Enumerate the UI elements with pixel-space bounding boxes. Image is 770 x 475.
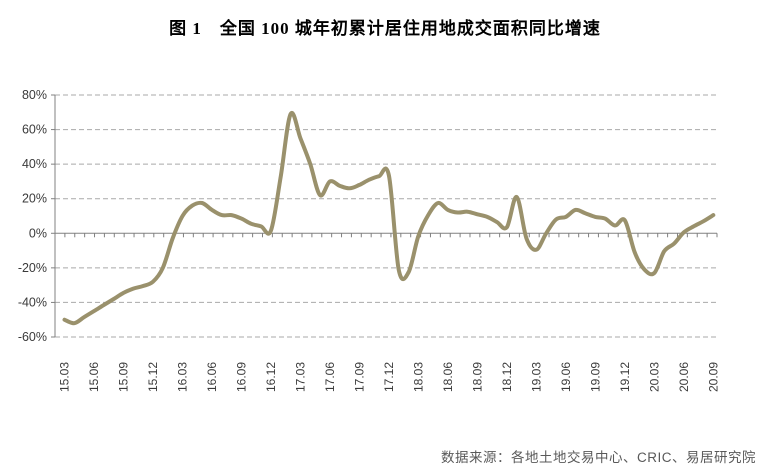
x-axis-label: 17.09: [352, 362, 366, 392]
line-chart: 80% 60% 40% 20% 0% -20% -40% -60% 15.03 15.06 15.0…: [18, 88, 720, 392]
y-axis-label: -20%: [18, 261, 47, 275]
x-axis-label: 19.12: [618, 362, 632, 392]
y-axis-label: -40%: [18, 295, 47, 309]
y-axis-label: 0%: [29, 226, 47, 240]
data-source-note: 数据来源：各地土地交易中心、CRIC、易居研究院: [441, 450, 756, 465]
x-axis-label: 17.12: [382, 362, 396, 392]
x-axis-label: 17.03: [293, 362, 307, 392]
y-axis-label: 40%: [22, 157, 47, 171]
y-axis-label: 80%: [22, 88, 47, 102]
x-axis-label: 16.03: [175, 362, 189, 392]
chart-title: 图 1 全国 100 城年初累计居住用地成交面积同比增速: [169, 19, 601, 38]
x-axis-label: 20.06: [677, 362, 691, 392]
x-axis-label: 19.09: [588, 362, 602, 392]
x-axis-label: 18.03: [411, 362, 425, 392]
x-axis-label: 18.09: [470, 362, 484, 392]
x-axis-label: 19.03: [529, 362, 543, 392]
y-axis-label: -60%: [18, 330, 47, 344]
x-axis-label: 15.09: [116, 362, 130, 392]
x-axis-label: 20.03: [647, 362, 661, 392]
x-axis-label: 15.06: [87, 362, 101, 392]
x-axis-label: 20.09: [706, 362, 720, 392]
x-axis-label: 17.06: [323, 362, 337, 392]
y-axis-label: 60%: [22, 123, 47, 137]
x-axis-label: 16.09: [234, 362, 248, 392]
x-axis-label: 15.12: [146, 362, 160, 392]
x-axis-label: 16.12: [264, 362, 278, 392]
x-axis-label: 18.06: [441, 362, 455, 392]
x-axis-label: 18.12: [500, 362, 514, 392]
x-axis-label: 16.06: [205, 362, 219, 392]
data-series-line: [62, 110, 716, 326]
y-axis-label: 20%: [22, 192, 47, 206]
x-axis-label: 15.03: [58, 362, 72, 392]
x-axis-label: 19.06: [559, 362, 573, 392]
